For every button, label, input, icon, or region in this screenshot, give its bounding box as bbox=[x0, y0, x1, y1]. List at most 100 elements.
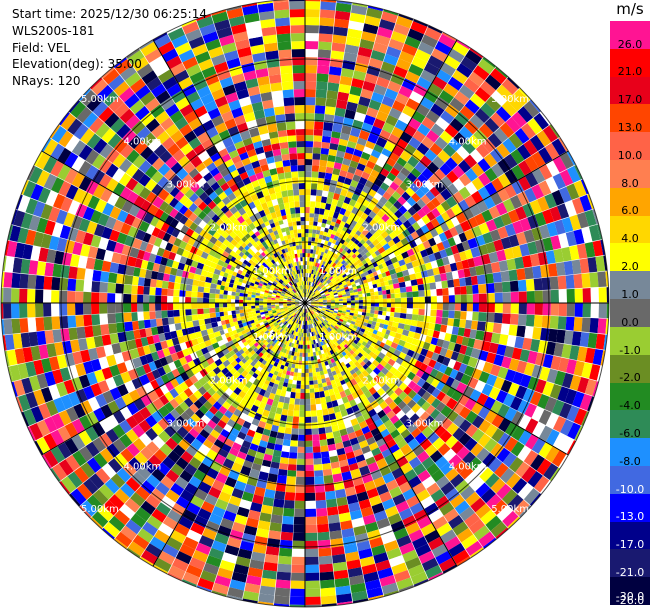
range-gate bbox=[475, 503, 491, 519]
range-gate bbox=[450, 334, 458, 344]
range-gate bbox=[558, 454, 569, 468]
range-gate bbox=[167, 288, 174, 297]
range-gate bbox=[412, 482, 426, 495]
range-gate bbox=[305, 9, 320, 18]
range-gate bbox=[302, 316, 304, 321]
range-gate bbox=[288, 379, 293, 384]
range-gate bbox=[336, 313, 342, 317]
range-gate bbox=[11, 318, 21, 334]
range-gate bbox=[282, 402, 289, 410]
range-gate bbox=[280, 414, 288, 422]
range-gate bbox=[293, 410, 300, 417]
range-gate bbox=[357, 314, 362, 318]
range-gate bbox=[235, 292, 240, 297]
range-gate bbox=[317, 65, 330, 75]
range-gate bbox=[317, 308, 322, 311]
range-gate bbox=[43, 303, 52, 317]
range-gate bbox=[305, 588, 321, 597]
range-gate bbox=[396, 438, 408, 449]
range-gate bbox=[320, 317, 325, 322]
range-gate bbox=[309, 320, 312, 325]
range-gate bbox=[271, 455, 281, 463]
range-gate bbox=[526, 303, 535, 315]
range-gate bbox=[353, 339, 359, 345]
range-gate bbox=[124, 274, 134, 285]
range-gate bbox=[298, 332, 301, 337]
range-gate bbox=[307, 249, 311, 254]
range-gate bbox=[334, 436, 343, 444]
range-gate bbox=[312, 319, 315, 324]
range-gate bbox=[289, 159, 298, 166]
range-gate bbox=[465, 540, 483, 556]
range-gate bbox=[531, 438, 546, 454]
range-gate bbox=[439, 347, 448, 357]
range-gate bbox=[350, 310, 355, 314]
range-gate bbox=[365, 456, 376, 466]
range-gate bbox=[331, 334, 336, 339]
range-gate bbox=[313, 308, 317, 312]
range-gate bbox=[525, 418, 539, 434]
range-gate bbox=[75, 303, 84, 315]
range-gate bbox=[51, 290, 60, 303]
range-gate bbox=[424, 415, 435, 426]
range-gate bbox=[305, 452, 314, 459]
range-gate bbox=[385, 387, 395, 397]
range-gate bbox=[325, 426, 333, 434]
range-gate bbox=[339, 348, 344, 354]
range-gate bbox=[416, 397, 427, 408]
range-gate bbox=[294, 364, 299, 369]
range-gate bbox=[480, 488, 496, 504]
range-gate bbox=[300, 213, 305, 218]
range-gate bbox=[349, 509, 363, 521]
range-gate bbox=[300, 380, 305, 385]
range-gate bbox=[358, 331, 364, 336]
range-gate bbox=[309, 332, 313, 337]
range-gate bbox=[463, 328, 471, 338]
range-gate bbox=[344, 543, 358, 554]
range-gate bbox=[322, 365, 327, 371]
range-gate bbox=[525, 314, 535, 327]
range-gate bbox=[445, 468, 459, 482]
range-gate bbox=[362, 346, 369, 352]
range-gate bbox=[284, 105, 295, 114]
range-gate bbox=[300, 392, 305, 399]
range-gate bbox=[313, 141, 322, 148]
range-gate bbox=[309, 311, 312, 316]
range-gate bbox=[274, 443, 283, 452]
range-gate bbox=[329, 375, 335, 381]
range-gate bbox=[378, 336, 384, 342]
range-gate bbox=[309, 253, 313, 258]
range-gate bbox=[320, 153, 329, 161]
range-gate bbox=[305, 57, 318, 66]
range-gate bbox=[192, 320, 200, 327]
range-gate bbox=[296, 340, 300, 345]
range-gate bbox=[386, 303, 391, 308]
range-gate bbox=[374, 303, 379, 307]
range-gate bbox=[318, 539, 331, 549]
range-gate bbox=[476, 392, 489, 406]
range-gate bbox=[278, 49, 292, 59]
range-gate bbox=[465, 491, 481, 507]
range-gate bbox=[308, 320, 311, 325]
range-gate bbox=[347, 319, 352, 324]
range-gate bbox=[351, 443, 361, 452]
range-gate bbox=[305, 388, 310, 393]
range-gate bbox=[305, 41, 319, 50]
range-gate bbox=[281, 190, 288, 198]
range-gate bbox=[321, 190, 329, 198]
range-gate bbox=[435, 456, 449, 469]
range-gate bbox=[311, 422, 319, 429]
range-gate bbox=[309, 217, 314, 222]
range-gate bbox=[314, 213, 319, 218]
range-gate bbox=[318, 337, 323, 343]
range-gate bbox=[447, 358, 457, 369]
range-gate bbox=[368, 351, 375, 357]
range-gate bbox=[485, 473, 500, 488]
range-gate bbox=[490, 400, 503, 414]
range-gate bbox=[365, 579, 382, 591]
range-gate bbox=[303, 312, 305, 317]
range-gate bbox=[284, 171, 292, 179]
range-gate bbox=[143, 286, 150, 295]
range-gate bbox=[383, 324, 389, 330]
range-gate bbox=[377, 567, 394, 580]
